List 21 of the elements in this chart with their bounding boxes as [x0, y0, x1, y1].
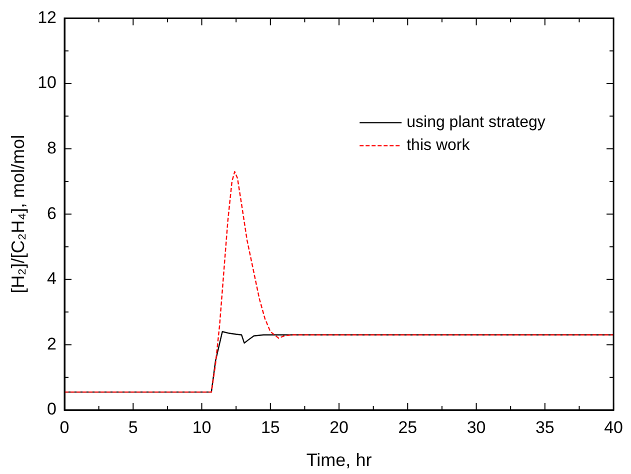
- y-tick-label: 12: [38, 8, 57, 27]
- x-tick-label: 5: [128, 418, 138, 437]
- line-series: [64, 171, 614, 393]
- x-tick-label: 20: [330, 418, 348, 437]
- y-tick-label: 6: [47, 204, 57, 223]
- y-tick-label: 2: [47, 334, 57, 354]
- legend-label: this work: [406, 137, 471, 154]
- x-tick-label: 15: [260, 418, 280, 437]
- y-tick-label: 8: [47, 138, 57, 158]
- x-tick-label: 10: [192, 418, 212, 437]
- y-axis-title: [H₂]/[C₂H₄], mol/mol: [8, 134, 28, 294]
- x-tick-label: 0: [60, 418, 70, 437]
- x-tick-label: 35: [535, 418, 554, 437]
- y-tick-label: 10: [38, 73, 57, 92]
- x-tick-label: 30: [466, 418, 486, 437]
- x-tick-label: 25: [398, 418, 418, 437]
- x-tick-label: 40: [604, 418, 624, 437]
- x-axis-title: Time, hr: [306, 450, 372, 470]
- y-tick-label: 4: [47, 269, 57, 288]
- y-tick-label: 0: [47, 400, 57, 419]
- legend-label: using plant strategy: [406, 114, 546, 132]
